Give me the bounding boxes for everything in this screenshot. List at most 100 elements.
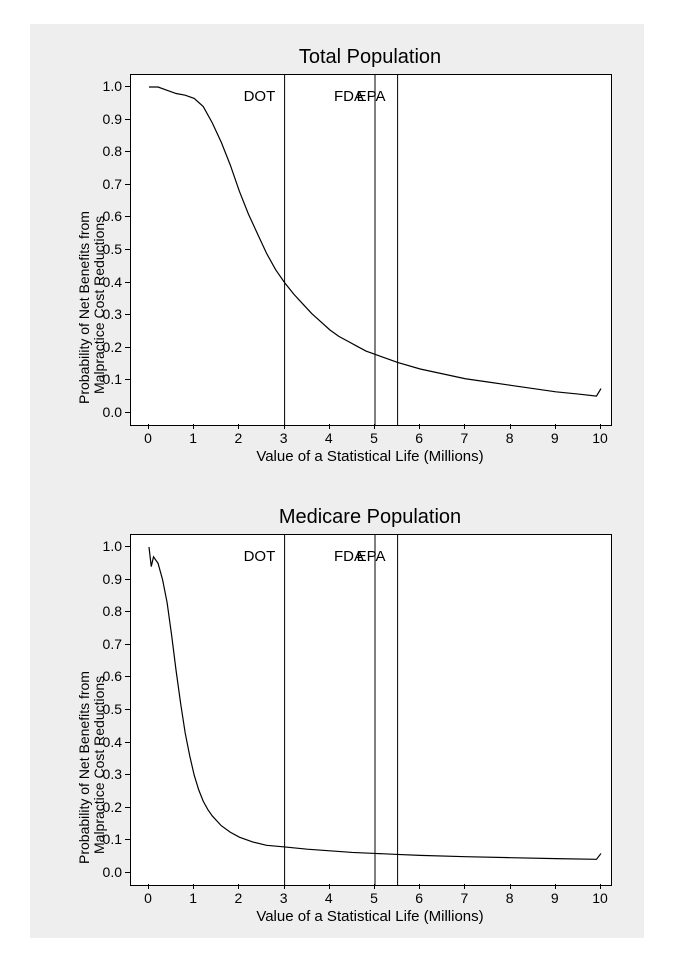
- y-tick-mark: [125, 379, 130, 380]
- y-tick-label: 0.8: [92, 143, 122, 159]
- x-tick-mark: [510, 424, 511, 429]
- y-tick-mark: [125, 314, 130, 315]
- x-tick-mark: [419, 884, 420, 889]
- x-tick-label: 4: [319, 890, 339, 906]
- x-tick-label: 10: [590, 430, 610, 446]
- x-tick-mark: [510, 884, 511, 889]
- y-tick-mark: [125, 579, 130, 580]
- x-axis-label-total: Value of a Statistical Life (Millions): [130, 448, 610, 465]
- plot-svg-total: [131, 75, 611, 425]
- y-tick-mark: [125, 282, 130, 283]
- y-tick-mark: [125, 807, 130, 808]
- y-tick-label: 0.9: [92, 111, 122, 127]
- x-tick-mark: [600, 424, 601, 429]
- y-tick-label: 0.4: [92, 274, 122, 290]
- y-tick-mark: [125, 249, 130, 250]
- y-tick-label: 0.5: [92, 701, 122, 717]
- x-tick-label: 0: [138, 890, 158, 906]
- chart-panel-medicare: [130, 534, 612, 886]
- x-tick-mark: [329, 884, 330, 889]
- chart-panel-total: [130, 74, 612, 426]
- y-tick-mark: [125, 611, 130, 612]
- x-tick-label: 9: [545, 430, 565, 446]
- x-tick-label: 8: [500, 890, 520, 906]
- y-tick-label: 0.1: [92, 371, 122, 387]
- y-tick-label: 0.7: [92, 176, 122, 192]
- y-tick-mark: [125, 347, 130, 348]
- y-tick-label: 1.0: [92, 78, 122, 94]
- y-tick-mark: [125, 644, 130, 645]
- x-tick-mark: [419, 424, 420, 429]
- y-tick-mark: [125, 119, 130, 120]
- x-tick-label: 2: [228, 430, 248, 446]
- x-tick-mark: [238, 424, 239, 429]
- x-tick-label: 1: [183, 430, 203, 446]
- y-axis-label-medicare-line1: Probability of Net Benefits from: [76, 671, 92, 864]
- x-tick-label: 2: [228, 890, 248, 906]
- x-tick-label: 3: [274, 430, 294, 446]
- x-tick-label: 1: [183, 890, 203, 906]
- x-tick-mark: [193, 884, 194, 889]
- y-tick-label: 0.3: [92, 766, 122, 782]
- y-tick-label: 0.3: [92, 306, 122, 322]
- y-tick-label: 0.5: [92, 241, 122, 257]
- y-tick-label: 0.1: [92, 831, 122, 847]
- y-tick-mark: [125, 216, 130, 217]
- y-tick-label: 0.6: [92, 668, 122, 684]
- y-tick-mark: [125, 839, 130, 840]
- x-tick-mark: [284, 884, 285, 889]
- y-tick-label: 0.8: [92, 603, 122, 619]
- x-tick-label: 5: [364, 430, 384, 446]
- x-axis-label-medicare: Value of a Statistical Life (Millions): [130, 908, 610, 925]
- x-tick-label: 0: [138, 430, 158, 446]
- y-tick-mark: [125, 412, 130, 413]
- plot-svg-medicare: [131, 535, 611, 885]
- y-tick-label: 0.9: [92, 571, 122, 587]
- page: Total Population Medicare Population Val…: [0, 0, 675, 962]
- reference-line-label: EPA: [357, 88, 386, 105]
- x-tick-mark: [238, 884, 239, 889]
- x-tick-mark: [464, 424, 465, 429]
- x-tick-label: 9: [545, 890, 565, 906]
- y-tick-label: 0.7: [92, 636, 122, 652]
- x-tick-label: 7: [454, 890, 474, 906]
- y-tick-label: 0.6: [92, 208, 122, 224]
- y-tick-mark: [125, 742, 130, 743]
- x-tick-label: 6: [409, 890, 429, 906]
- y-tick-label: 0.2: [92, 799, 122, 815]
- x-tick-label: 7: [454, 430, 474, 446]
- y-tick-label: 0.2: [92, 339, 122, 355]
- y-tick-label: 1.0: [92, 538, 122, 554]
- x-tick-mark: [148, 884, 149, 889]
- figure-frame: Total Population Medicare Population Val…: [30, 24, 644, 938]
- x-tick-mark: [374, 884, 375, 889]
- x-tick-label: 3: [274, 890, 294, 906]
- x-tick-mark: [374, 424, 375, 429]
- x-tick-mark: [464, 884, 465, 889]
- y-tick-label: 0.4: [92, 734, 122, 750]
- y-tick-mark: [125, 774, 130, 775]
- x-tick-label: 8: [500, 430, 520, 446]
- y-tick-mark: [125, 86, 130, 87]
- y-tick-mark: [125, 546, 130, 547]
- panel-title-total: Total Population: [130, 46, 610, 69]
- reference-line-label: DOT: [244, 88, 276, 105]
- y-tick-mark: [125, 709, 130, 710]
- x-tick-mark: [600, 884, 601, 889]
- reference-line-label: DOT: [244, 548, 276, 565]
- x-tick-label: 10: [590, 890, 610, 906]
- y-tick-mark: [125, 676, 130, 677]
- x-tick-label: 5: [364, 890, 384, 906]
- y-tick-mark: [125, 872, 130, 873]
- x-tick-label: 4: [319, 430, 339, 446]
- x-tick-mark: [284, 424, 285, 429]
- x-tick-mark: [555, 424, 556, 429]
- reference-line-label: EPA: [357, 548, 386, 565]
- x-tick-mark: [148, 424, 149, 429]
- y-tick-label: 0.0: [92, 864, 122, 880]
- y-tick-label: 0.0: [92, 404, 122, 420]
- x-tick-label: 6: [409, 430, 429, 446]
- y-axis-label-total-line1: Probability of Net Benefits from: [76, 211, 92, 404]
- y-tick-mark: [125, 151, 130, 152]
- y-tick-mark: [125, 184, 130, 185]
